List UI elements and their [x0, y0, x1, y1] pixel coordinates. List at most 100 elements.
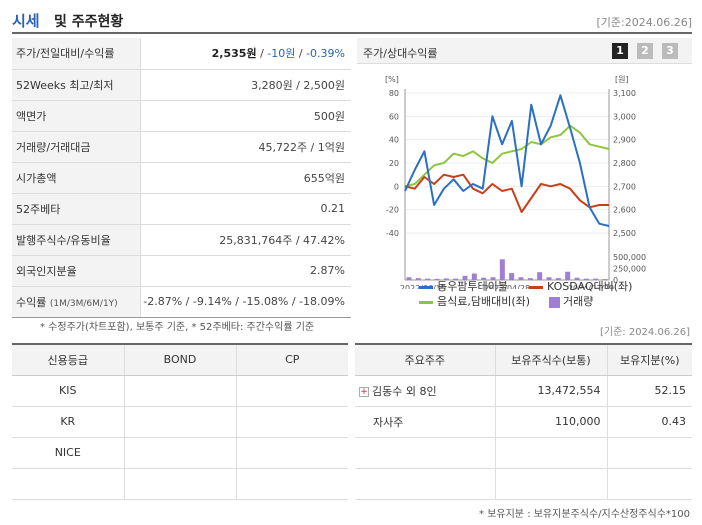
- left-axis-unit: [%]: [385, 75, 399, 84]
- credit-bond-cell: [124, 468, 237, 500]
- legend-label-stock: 동우팜투테이블: [437, 280, 508, 293]
- legend-swatch-food: [419, 300, 433, 304]
- volume-bar: [555, 278, 561, 280]
- right-tick-label: 2,700: [613, 182, 636, 191]
- table-row: 52Weeks 최고/최저 3,280원 / 2,500원: [12, 69, 351, 101]
- week52-label: 52Weeks 최고/최저: [12, 69, 141, 101]
- volume-bar: [509, 273, 515, 280]
- quote-footnote: * 수정주가(차트포함), 보통주 기준, * 52주베타: 주간수익률 기준: [40, 322, 315, 333]
- right-tick-label: 3,000: [613, 112, 636, 121]
- table-row: + 김동수 외 8인 13,472,554 52.15: [355, 375, 692, 407]
- volume-bar: [499, 259, 505, 280]
- table-row: 자사주 110,000 0.43: [355, 406, 692, 438]
- holder-ratio-cell: [607, 468, 692, 500]
- legend-swatch-stock: [419, 285, 433, 289]
- legend-label-food: 음식료,담배대비(좌): [437, 295, 531, 308]
- major-holders-table: 주요주주 보유주식수(보통) 보유지분(%) + 김동수 외 8인 13,472,5…: [355, 343, 692, 500]
- volume-bar: [453, 278, 459, 280]
- chart-title: 주가/상대수익률: [363, 47, 438, 60]
- volume-tick-label: 500,000: [613, 253, 646, 262]
- holder-name: 자사주: [373, 415, 404, 429]
- base-date-2: [기준: 2024.06.26]: [599, 327, 690, 338]
- holder-header-name: 주요주주: [355, 343, 496, 376]
- credit-header-rating: 신용등급: [12, 343, 125, 376]
- volume-bar: [490, 277, 496, 280]
- credit-cp-cell: [236, 406, 348, 438]
- base-date: [기준:2024.06.26]: [596, 16, 692, 29]
- legend-label-kosdaq: KOSDAQ대비(좌): [547, 280, 633, 293]
- chart-page-2-button[interactable]: 2: [637, 43, 653, 59]
- table-row: [355, 437, 692, 469]
- left-tick-label: 80: [389, 89, 399, 98]
- volume-label: 거래량/거래대금: [12, 131, 141, 163]
- volume-bar: [462, 275, 468, 280]
- volume-bar: [574, 277, 580, 280]
- credit-agency-cell: NICE: [12, 437, 125, 469]
- right-tick-label: 2,800: [613, 159, 636, 168]
- return-value: -2.87% / -9.14% / -15.08% / -18.09%: [140, 286, 351, 318]
- legend-swatch-kosdaq: [529, 285, 543, 289]
- credit-cp-cell: [236, 375, 348, 407]
- shares-value: 25,831,764주 / 47.42%: [140, 224, 351, 256]
- holders-footnote: * 보유지분 : 보유지분주식수/지수산정주식수*100: [479, 509, 690, 520]
- credit-bond-cell: [124, 406, 237, 438]
- x-tick-label: 2024/02/29: [568, 284, 614, 289]
- holder-shares-cell: [495, 437, 608, 469]
- credit-cp-cell: [236, 437, 348, 469]
- volume-bar: [471, 273, 477, 280]
- holder-name-cell: 자사주: [355, 406, 496, 438]
- table-row: 거래량/거래대금 45,722주 / 1억원: [12, 131, 351, 163]
- left-tick-label: 20: [389, 159, 399, 168]
- volume-bar: [434, 278, 440, 280]
- left-tick-label: 0: [394, 182, 399, 191]
- section-title-bar: 시세 및 주주현황 [기준:2024.06.26]: [12, 6, 692, 34]
- price-change: -10원: [267, 47, 296, 61]
- holder-ratio-cell: [607, 437, 692, 469]
- holder-table-body: + 김동수 외 8인 13,472,554 52.15 자사주 110,000 0.43: [355, 375, 692, 500]
- table-row: [12, 468, 348, 500]
- table-row: 시가총액 655억원: [12, 162, 351, 194]
- table-row: [355, 468, 692, 500]
- section-title: 시세: [12, 12, 40, 30]
- credit-header-bond: BOND: [124, 343, 237, 376]
- credit-bond-cell: [124, 375, 237, 407]
- volume-tick-label: 0: [613, 276, 618, 285]
- volume-tick-label: 250,000: [613, 265, 646, 274]
- credit-cp-cell: [236, 468, 348, 500]
- holder-ratio-cell: 52.15: [607, 375, 692, 407]
- legend-label-volume: 거래량: [563, 295, 594, 308]
- chart-panel: 주가/상대수익률 1 2 3 [%] [원] 80 60 40 20 0 -20 -40 3,10…: [357, 38, 692, 313]
- table-row: 외국인지분율 2.87%: [12, 255, 351, 287]
- credit-header-cp: CP: [236, 343, 348, 376]
- relative-return-chart: [%] [원] 80 60 40 20 0 -20 -40 3,100 3,000 2,900 2,80…: [385, 75, 646, 289]
- holder-header-shares: 보유주식수(보통): [495, 343, 608, 376]
- left-tick-label: -20: [386, 206, 399, 215]
- credit-agency-cell: KR: [12, 406, 125, 438]
- foreign-ratio-value: 2.87%: [140, 255, 351, 287]
- holder-shares-cell: [495, 468, 608, 500]
- chart-page-1-button[interactable]: 1: [612, 43, 628, 59]
- credit-agency-cell: [12, 468, 125, 500]
- left-tick-label: -40: [386, 229, 399, 238]
- price-change-rate: -0.39%: [306, 47, 345, 61]
- food-relative-line: [404, 124, 610, 188]
- table-row: 주가/전일대비/수익률 2,535원 / -10원 / -0.39%: [12, 38, 351, 70]
- market-cap-label: 시가총액: [12, 162, 141, 194]
- table-row: KIS: [12, 375, 348, 407]
- volume-bar: [443, 278, 449, 280]
- expand-plus-icon[interactable]: +: [359, 386, 369, 397]
- face-value-label: 액면가: [12, 100, 141, 132]
- credit-bond-cell: [124, 437, 237, 469]
- chart-page-3-button[interactable]: 3: [662, 43, 678, 59]
- table-header-row: 주요주주 보유주식수(보통) 보유지분(%): [355, 343, 692, 376]
- holder-header-ratio: 보유지분(%): [607, 343, 692, 376]
- volume-bar: [415, 278, 421, 280]
- legend-item-food: 음식료,담배대비(좌): [419, 293, 530, 309]
- left-tick-label: 60: [389, 112, 399, 121]
- table-row: 52주베타 0.21: [12, 193, 351, 225]
- table-row: 수익률 (1M/3M/6M/1Y) -2.87% / -9.14% / -15.…: [12, 286, 351, 318]
- holder-name-cell: [355, 437, 496, 469]
- table-row: 액면가 500원: [12, 100, 351, 132]
- quote-table: 주가/전일대비/수익률 2,535원 / -10원 / -0.39% 52Wee…: [12, 38, 351, 318]
- volume-bar: [406, 277, 412, 280]
